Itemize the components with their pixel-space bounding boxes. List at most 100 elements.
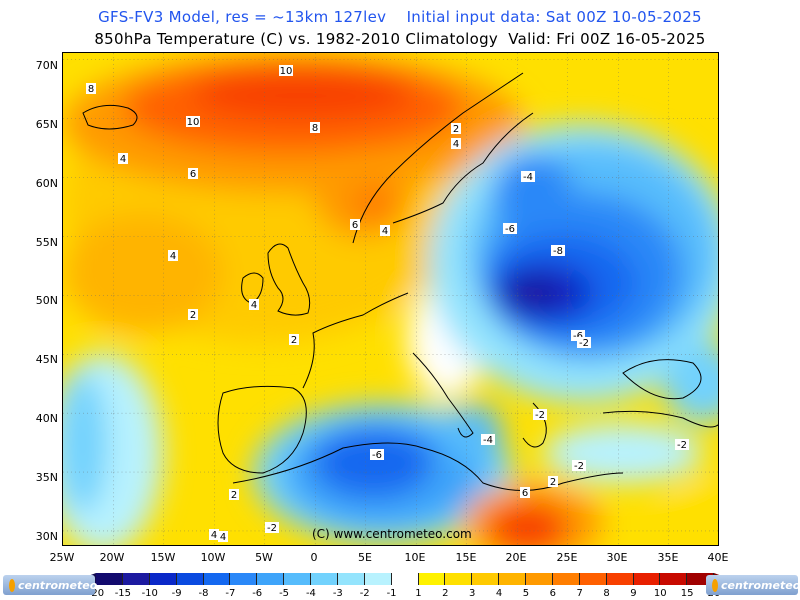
lon-label-5w: 5W (255, 551, 273, 564)
contour-label: -6 (370, 449, 384, 461)
logo-icon (9, 578, 15, 592)
svg-text:-2: -2 (267, 523, 277, 534)
svg-text:-2: -2 (535, 410, 545, 421)
colorbar-tick-label: 3 (468, 588, 476, 599)
svg-text:6: 6 (522, 488, 528, 499)
contour-label: 4 (209, 529, 219, 541)
colorbar-tick-label: 6 (549, 588, 556, 599)
svg-text:4: 4 (382, 226, 388, 237)
contour-label: 4 (168, 250, 178, 262)
lon-label-15w: 15W (150, 551, 176, 564)
lon-label-10e: 10E (404, 551, 426, 564)
centrometeo-logo-right: centrometeo (706, 575, 800, 595)
colorbar-cell (606, 573, 634, 585)
lon-label-15e: 15E (455, 551, 477, 564)
colorbar-cell (445, 573, 473, 585)
centrometeo-logo-left: centrometeo (3, 575, 98, 595)
svg-text:4: 4 (220, 532, 226, 543)
lon-label-35e: 35E (657, 551, 679, 564)
lat-label-35n: 35N (35, 471, 58, 484)
svg-text:4: 4 (211, 530, 217, 541)
contour-label: 2 (229, 489, 239, 501)
contour-label: -2 (577, 337, 591, 349)
contour-label: -2 (675, 439, 689, 451)
colorbar-tick-label: 15 (680, 588, 694, 599)
contour-label: 4 (118, 153, 128, 165)
svg-text:-6: -6 (573, 331, 583, 342)
svg-text:-6: -6 (372, 450, 382, 461)
svg-text:4: 4 (120, 154, 126, 165)
colorbar-tick-label: -2 (359, 588, 370, 599)
svg-text:-4: -4 (483, 435, 493, 446)
contour-label: -2 (533, 409, 547, 421)
anomaly-map-canvas: 8 10 10 8 4 6 4 6 4 2 4 2 4 4 -6 -8 -6 -… (63, 53, 718, 545)
colorbar-tick-label: 8 (603, 588, 610, 599)
svg-text:8: 8 (312, 123, 318, 134)
lon-label-20w: 20W (99, 551, 125, 564)
colorbar-tick-label: 5 (522, 588, 530, 599)
colorbar-tick-label: 2 (442, 588, 449, 599)
svg-text:-4: -4 (523, 172, 533, 183)
colorbar-cell (499, 573, 526, 585)
colorbar-cell (526, 573, 553, 585)
lat-label-30n: 30N (35, 530, 58, 543)
contour-label: 2 (289, 334, 299, 346)
svg-text:4: 4 (453, 139, 459, 150)
colorbar-cell (472, 573, 500, 585)
colorbar-tick-label: 10 (653, 588, 667, 599)
colorbar-tick-label: -4 (305, 588, 316, 599)
coastlines (82, 72, 718, 491)
lon-label-20e: 20E (505, 551, 527, 564)
svg-text:-2: -2 (574, 461, 584, 472)
contour-label: 4 (249, 299, 259, 311)
svg-text:10: 10 (187, 117, 200, 128)
colorbar-cell (552, 573, 580, 585)
contour-label: 2 (548, 476, 558, 488)
contour-label: -2 (265, 522, 279, 534)
contour-label: 10 (186, 116, 200, 128)
lon-label-5e: 5E (358, 551, 372, 564)
colorbar-cell (418, 573, 446, 585)
colorbar-cell (579, 573, 607, 585)
contour-label: 8 (86, 83, 96, 95)
colorbar-tick-label: 7 (576, 588, 583, 599)
colorbar-cell (284, 573, 311, 585)
contour-label: 4 (218, 531, 228, 543)
colorbar-tick-label: -7 (225, 588, 236, 599)
colorbar-cell (311, 573, 338, 585)
lat-label-65n: 65N (35, 118, 58, 131)
svg-text:2: 2 (291, 335, 297, 346)
lon-label-25e: 25E (556, 551, 578, 564)
lat-label-50n: 50N (35, 294, 58, 307)
logo-icon (712, 578, 718, 592)
svg-text:2: 2 (550, 477, 556, 488)
colorbar-tick-label: 4 (495, 588, 503, 599)
svg-text:10: 10 (280, 66, 293, 77)
colorbar-tick-label: -15 (114, 588, 132, 599)
colorbar-tick-label: -6 (252, 588, 263, 599)
colorbar-tick-label: -3 (332, 588, 343, 599)
colorbar-tick-label: 1 (415, 588, 422, 599)
svg-text:2: 2 (453, 124, 459, 135)
colorbar-cell (391, 573, 419, 585)
colorbar-cell (633, 573, 661, 585)
colorbar-cell (176, 573, 204, 585)
contour-label: 2 (451, 123, 461, 135)
contour-label: 6 (188, 168, 198, 180)
colorbar-cell (96, 573, 123, 585)
contour-label: -8 (551, 245, 565, 257)
logo-text: centrometeo (18, 578, 98, 592)
graticule (63, 53, 718, 545)
lat-label-55n: 55N (35, 236, 58, 249)
anomaly-map: 8 10 10 8 4 6 4 6 4 2 4 2 4 4 -6 -8 -6 -… (62, 52, 719, 546)
contour-label: 4 (380, 225, 390, 237)
colorbar-cell (203, 573, 231, 585)
colorbar-cell (660, 573, 688, 585)
header-title-field: 850hPa Temperature (C) vs. 1982-2010 Cli… (94, 30, 706, 48)
svg-text:-8: -8 (553, 246, 563, 257)
svg-text:-2: -2 (677, 440, 687, 451)
contour-labels: 8 10 10 8 4 6 4 6 4 2 4 2 4 4 -6 -8 -6 -… (86, 65, 689, 543)
lat-label-40n: 40N (35, 412, 58, 425)
contour-label: -4 (521, 171, 535, 183)
contour-label: -6 (571, 330, 585, 342)
